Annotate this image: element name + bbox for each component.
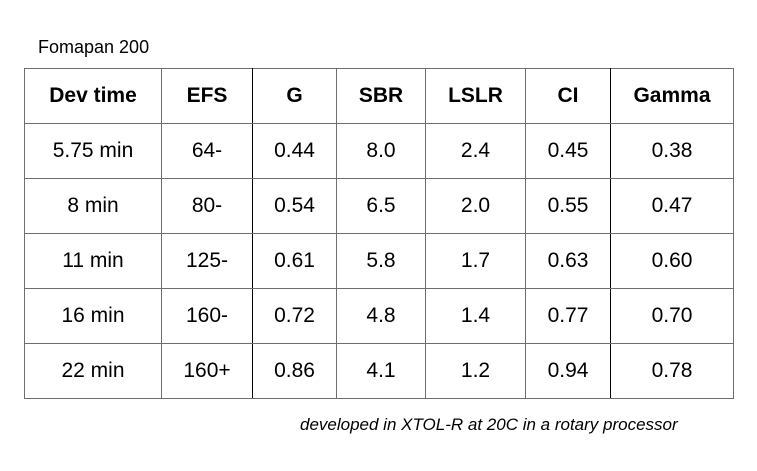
table-caption: Fomapan 200 — [38, 37, 150, 57]
header-g: G — [252, 68, 337, 124]
cell-gamma: 0.70 — [610, 288, 734, 344]
cell-lslr: 1.4 — [425, 288, 526, 344]
cell-g: 0.54 — [252, 178, 337, 234]
cell-ci: 0.45 — [525, 123, 611, 179]
cell-gamma: 0.47 — [610, 178, 734, 234]
cell-lslr: 2.4 — [425, 123, 526, 179]
cell-efs: 160- — [161, 288, 253, 344]
cell-sbr: 4.8 — [336, 288, 426, 344]
cell-sbr: 5.8 — [336, 233, 426, 289]
cell-g: 0.44 — [252, 123, 337, 179]
cell-gamma: 0.38 — [610, 123, 734, 179]
cell-efs: 125- — [161, 233, 253, 289]
cell-lslr: 1.7 — [425, 233, 526, 289]
cell-dev-time: 16 min — [24, 288, 162, 344]
cell-lslr: 1.2 — [425, 343, 526, 399]
table-row: 11 min 125- 0.61 5.8 1.7 0.63 0.60 — [24, 233, 734, 289]
table-row: 16 min 160- 0.72 4.8 1.4 0.77 0.70 — [24, 288, 734, 344]
cell-ci: 0.63 — [525, 233, 611, 289]
cell-g: 0.72 — [252, 288, 337, 344]
header-gamma: Gamma — [610, 68, 734, 124]
cell-dev-time: 11 min — [24, 233, 162, 289]
cell-dev-time: 5.75 min — [24, 123, 162, 179]
cell-ci: 0.55 — [525, 178, 611, 234]
cell-efs: 64- — [161, 123, 253, 179]
cell-efs: 160+ — [161, 343, 253, 399]
cell-g: 0.86 — [252, 343, 337, 399]
cell-gamma: 0.78 — [610, 343, 734, 399]
header-lslr: LSLR — [425, 68, 526, 124]
header-ci: CI — [525, 68, 611, 124]
table-row: 8 min 80- 0.54 6.5 2.0 0.55 0.47 — [24, 178, 734, 234]
cell-ci: 0.94 — [525, 343, 611, 399]
cell-dev-time: 8 min — [24, 178, 162, 234]
table-footnote: developed in XTOL-R at 20C in a rotary p… — [300, 415, 678, 434]
cell-lslr: 2.0 — [425, 178, 526, 234]
cell-ci: 0.77 — [525, 288, 611, 344]
cell-efs: 80- — [161, 178, 253, 234]
header-efs: EFS — [161, 68, 253, 124]
cell-sbr: 8.0 — [336, 123, 426, 179]
cell-sbr: 6.5 — [336, 178, 426, 234]
header-dev-time: Dev time — [24, 68, 162, 124]
header-sbr: SBR — [336, 68, 426, 124]
table-row: 5.75 min 64- 0.44 8.0 2.4 0.45 0.38 — [24, 123, 734, 179]
development-table: Dev time EFS G SBR LSLR CI Gamma 5.75 mi… — [24, 68, 734, 399]
cell-dev-time: 22 min — [24, 343, 162, 399]
table-row: 22 min 160+ 0.86 4.1 1.2 0.94 0.78 — [24, 343, 734, 399]
table-header-row: Dev time EFS G SBR LSLR CI Gamma — [24, 68, 734, 124]
cell-sbr: 4.1 — [336, 343, 426, 399]
cell-g: 0.61 — [252, 233, 337, 289]
development-table-container: Dev time EFS G SBR LSLR CI Gamma 5.75 mi… — [24, 68, 734, 399]
cell-gamma: 0.60 — [610, 233, 734, 289]
